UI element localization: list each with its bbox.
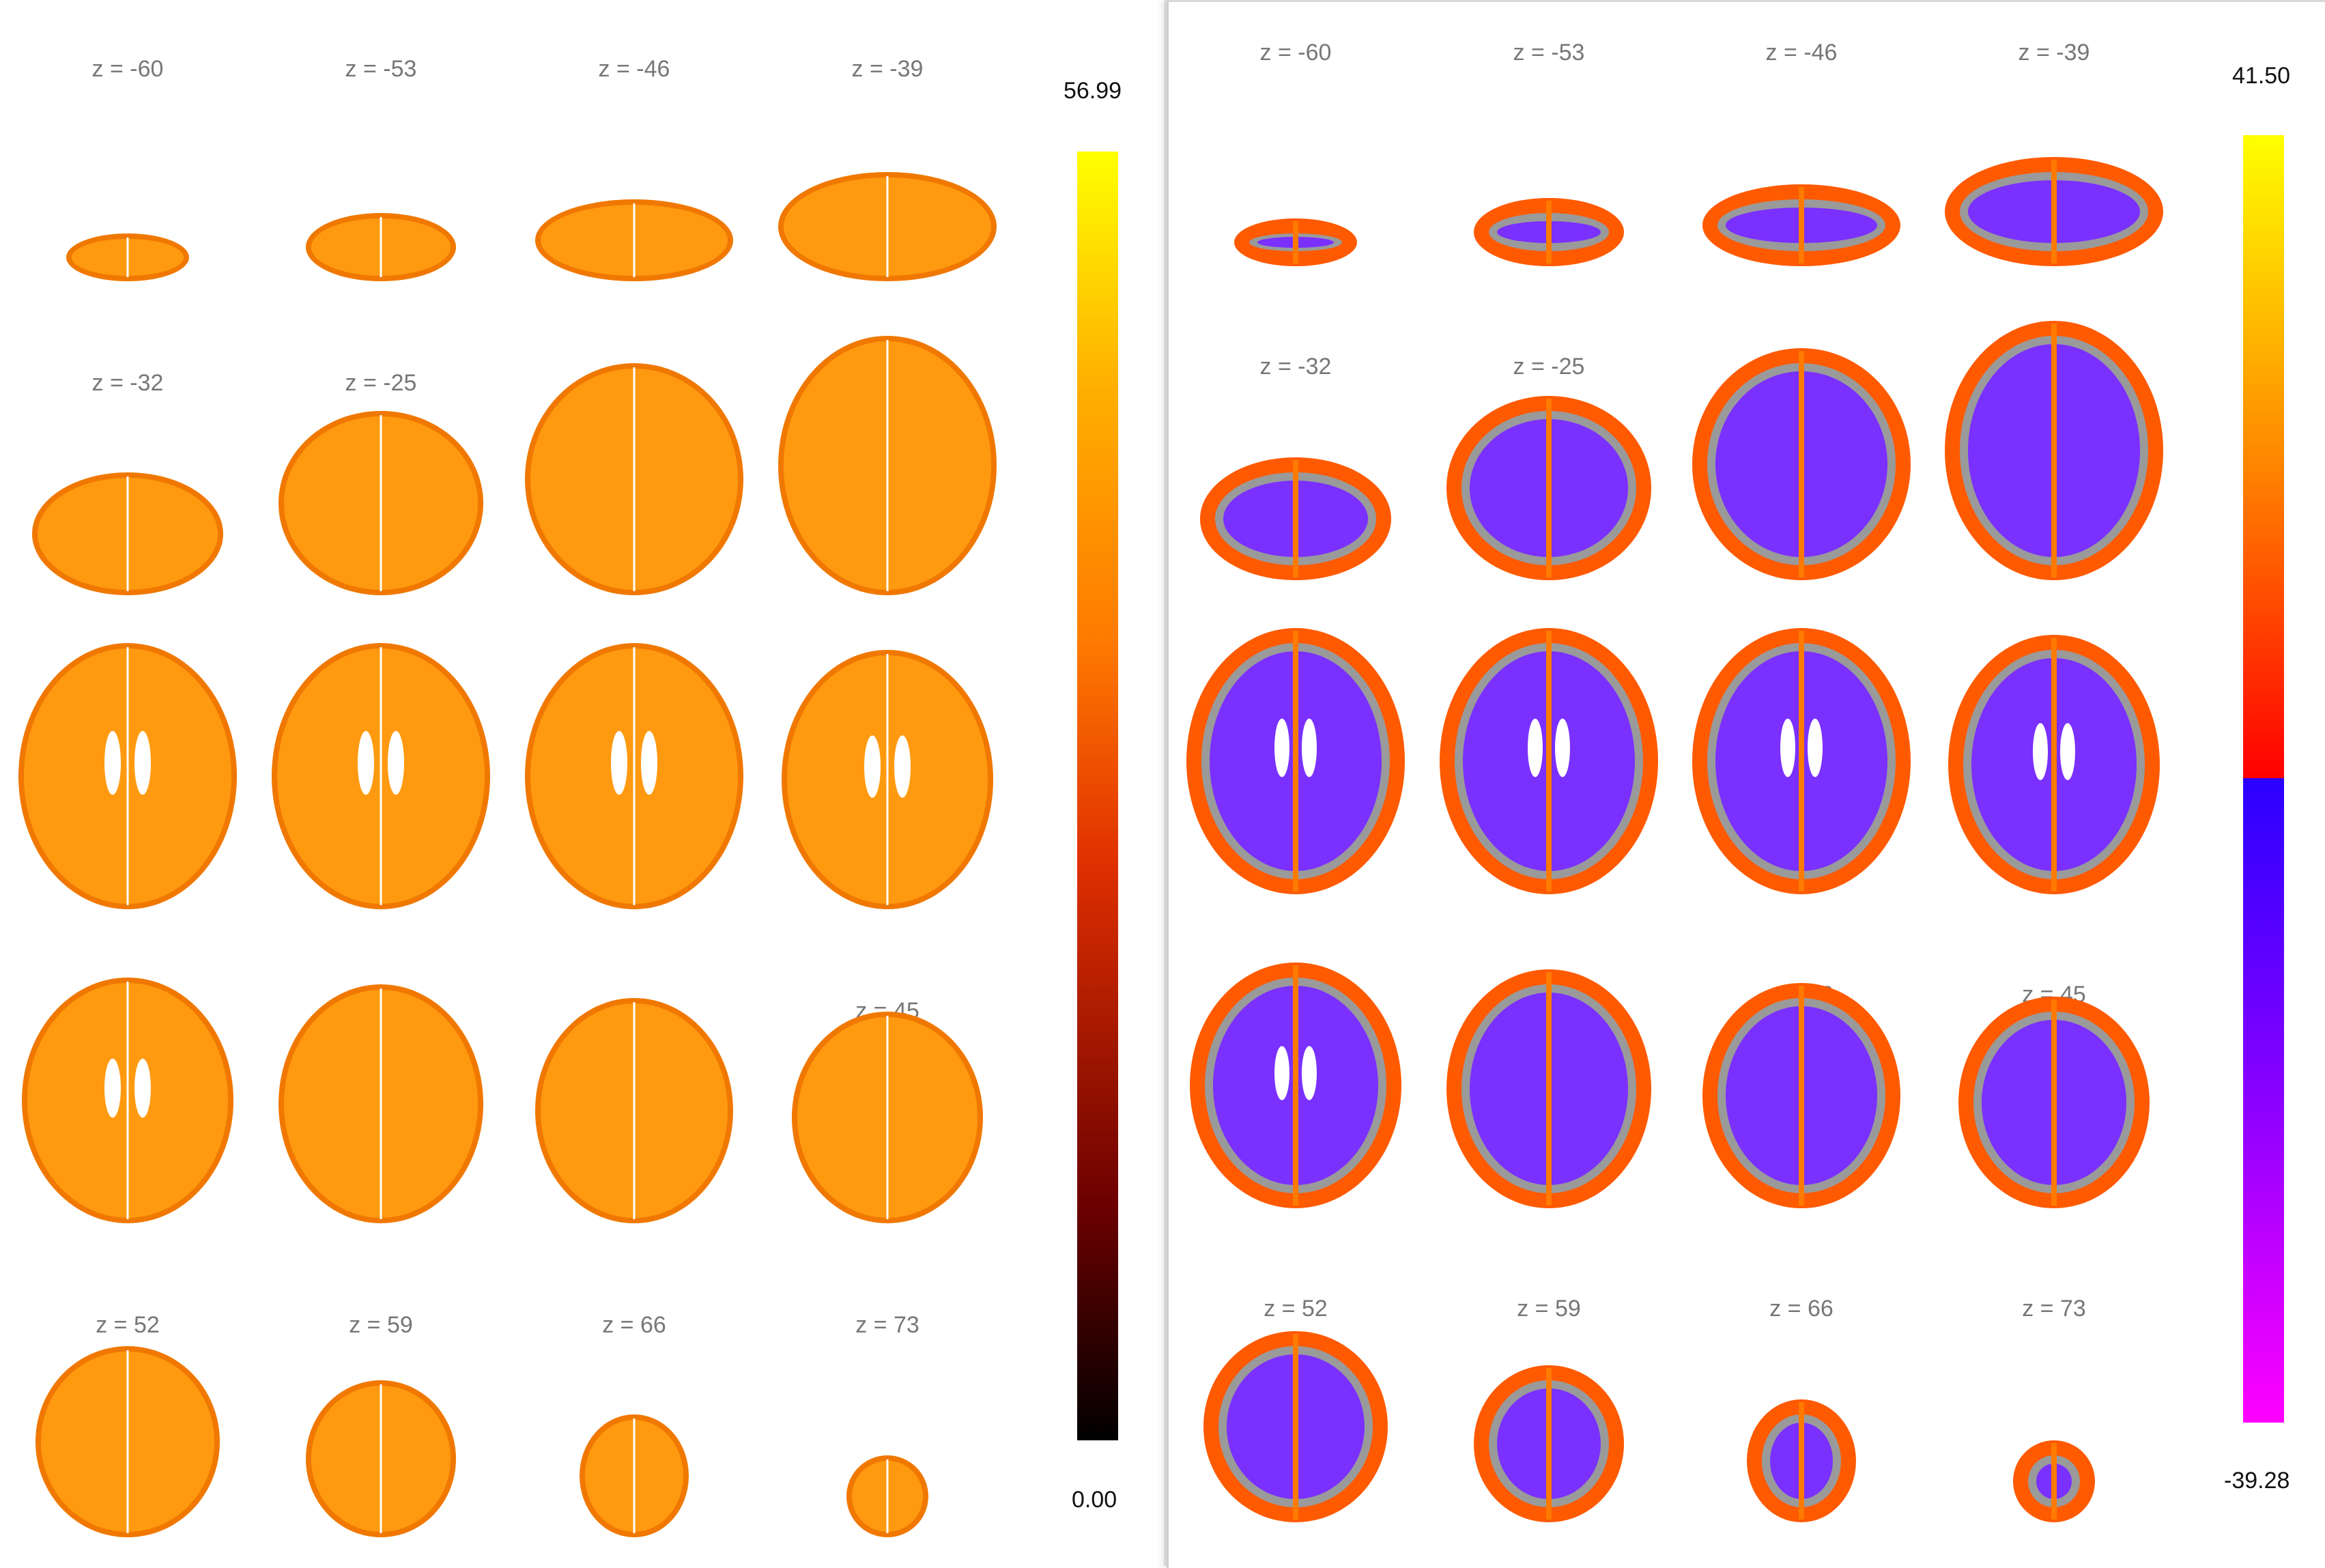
right-slice-label: z = -32 [1259, 354, 1332, 380]
left-slice-label: z = -46 [598, 56, 670, 82]
left-brain-slice [66, 233, 189, 281]
right-brain-slice [1234, 218, 1357, 266]
left-brain-slice [525, 363, 743, 595]
left-brain-slice [778, 336, 997, 595]
right-brain-slice [1474, 1365, 1624, 1522]
right-brain-slice [2013, 1440, 2095, 1522]
left-brain-slice [32, 472, 223, 595]
right-brain-slice [1203, 1331, 1388, 1522]
left-brain-slice [279, 411, 483, 595]
right-brain-slice [1702, 983, 1900, 1208]
right-brain-slice [1446, 396, 1651, 580]
left-brain-slice [18, 643, 237, 909]
right-brain-slice [1200, 457, 1391, 580]
left-brain-slice [535, 998, 733, 1223]
left-brain-slice [792, 1012, 983, 1223]
right-brain-slice [1945, 157, 2163, 266]
left-slice-label: z = -39 [851, 56, 924, 82]
left-brain-slice [846, 1455, 928, 1537]
right-brain-slice [1945, 321, 2163, 580]
right-slice-label: z = -25 [1513, 354, 1585, 380]
left-brain-slice [22, 978, 233, 1223]
right-slice-label: z = 73 [2022, 1296, 2086, 1322]
right-colorbar [2243, 135, 2284, 1423]
right-brain-slice [1440, 628, 1658, 894]
left-brain-slice [272, 643, 490, 909]
left-slice-label: z = -25 [345, 370, 417, 396]
right-brain-slice [1948, 635, 2160, 894]
right-slice-label: z = -53 [1513, 40, 1585, 66]
right-brain-slice [1692, 348, 1911, 580]
left-brain-slice [279, 984, 483, 1223]
left-brain-slice [782, 650, 993, 909]
left-slice-label: z = 52 [96, 1312, 160, 1338]
right-brain-slice [1474, 198, 1624, 266]
left-colorbar [1077, 152, 1118, 1440]
left-brain-slice [306, 213, 456, 281]
left-brain-slice [525, 643, 743, 909]
right-brain-slice [1747, 1399, 1856, 1522]
right-brain-slice [1186, 628, 1405, 894]
left-colorbar-max: 56.99 [1064, 78, 1122, 104]
right-colorbar-max: 41.50 [2232, 63, 2291, 89]
right-brain-slice [1446, 969, 1651, 1208]
left-brain-slice [535, 199, 733, 281]
right-colorbar-min: -39.28 [2224, 1468, 2290, 1494]
left-slice-label: z = -53 [345, 56, 417, 82]
right-slice-label: z = 52 [1264, 1296, 1328, 1322]
left-slice-label: z = -60 [91, 56, 164, 82]
left-brain-slice [306, 1380, 456, 1537]
left-brain-slice [778, 172, 997, 281]
right-slice-label: z = -39 [2018, 40, 2090, 66]
left-slice-label: z = -32 [91, 370, 164, 396]
left-brain-slice [580, 1414, 689, 1537]
right-brain-slice [1958, 997, 2150, 1208]
window-divider [1164, 0, 1167, 1566]
right-brain-slice [1702, 184, 1900, 266]
right-slice-label: z = -60 [1259, 40, 1332, 66]
right-slice-label: z = 59 [1517, 1296, 1581, 1322]
left-brain-slice [35, 1346, 220, 1537]
left-colorbar-min: 0.00 [1072, 1487, 1117, 1513]
right-slice-label: z = 66 [1769, 1296, 1834, 1322]
left-slice-label: z = 66 [602, 1312, 666, 1338]
left-slice-label: z = 59 [349, 1312, 413, 1338]
right-brain-slice [1190, 963, 1401, 1208]
left-slice-label: z = 73 [855, 1312, 919, 1338]
right-brain-slice [1692, 628, 1911, 894]
right-slice-label: z = -46 [1765, 40, 1838, 66]
